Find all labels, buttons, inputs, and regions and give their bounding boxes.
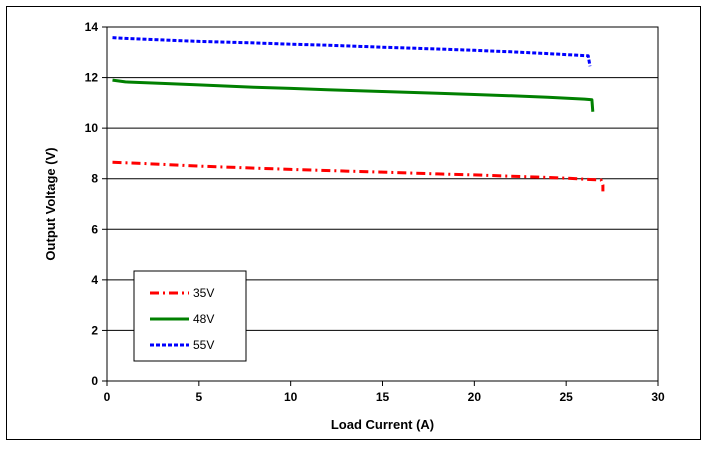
- x-tick-label: 15: [376, 390, 390, 404]
- series-line-35v: [112, 160, 605, 192]
- y-tick-label: 0: [91, 374, 98, 388]
- x-tick-label: 25: [559, 390, 573, 404]
- x-tick-label: 30: [651, 390, 665, 404]
- legend-box: [133, 270, 247, 362]
- y-tick-label: 8: [91, 172, 98, 186]
- series-lines: [112, 36, 605, 192]
- x-tick-label: 20: [468, 390, 482, 404]
- legend-label-55v: 55V: [193, 338, 214, 352]
- y-axis-title: Output Voltage (V): [43, 147, 58, 260]
- y-tick-label: 10: [85, 121, 99, 135]
- chart-frame: 0 2 4 6 8 10 12 14 0 5 10 15 20 25 30 Load Current (A)…: [6, 6, 701, 440]
- axes: [102, 26, 659, 386]
- tick-labels: 0 2 4 6 8 10 12 14 0 5 10 15 20 25 30: [85, 20, 665, 404]
- legend-label-48v: 48V: [193, 312, 214, 326]
- y-tick-label: 12: [85, 71, 99, 85]
- series-line-55v: [112, 36, 592, 67]
- y-tick-label: 14: [85, 20, 99, 34]
- legend-label-35v: 35V: [193, 286, 214, 300]
- x-axis-title: Load Current (A): [331, 417, 434, 432]
- line-chart: 0 2 4 6 8 10 12 14 0 5 10 15 20 25 30 Load Current (A)…: [43, 20, 665, 432]
- series-line-48v: [112, 78, 595, 112]
- legend: 35V 48V 55V: [133, 270, 247, 362]
- y-tick-label: 6: [91, 222, 98, 236]
- y-tick-label: 2: [91, 323, 98, 337]
- x-tick-label: 0: [104, 390, 111, 404]
- x-tick-label: 5: [195, 390, 202, 404]
- y-tick-label: 4: [91, 273, 98, 287]
- x-tick-label: 10: [284, 390, 298, 404]
